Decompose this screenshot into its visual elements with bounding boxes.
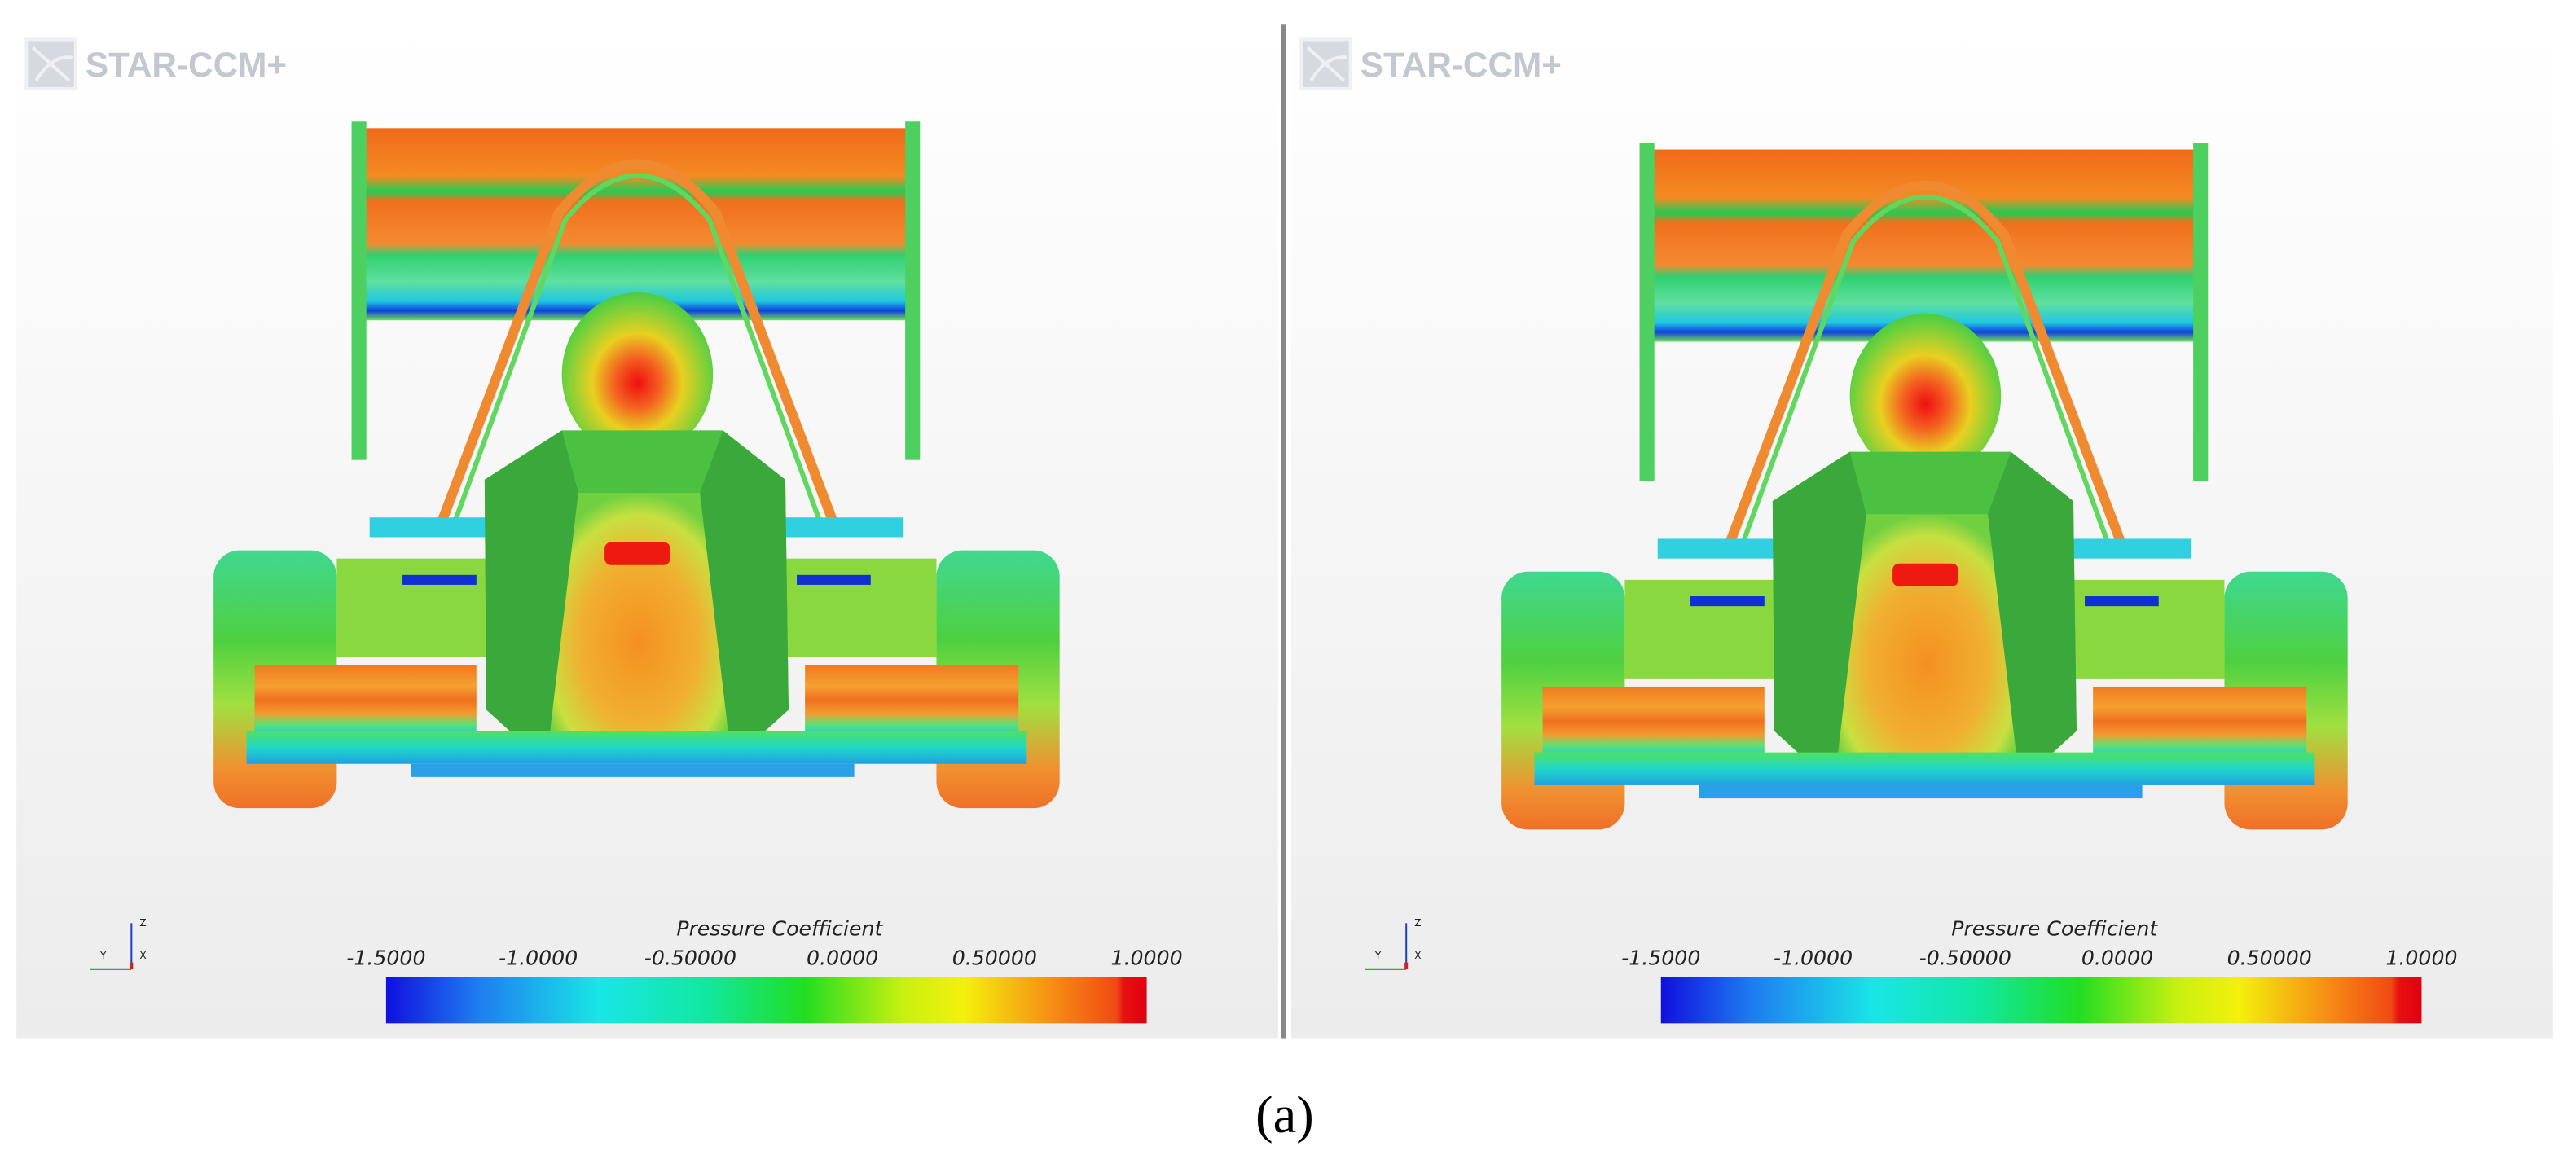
chassis-shade: [700, 430, 789, 743]
vent: [402, 574, 477, 585]
nose-tip: [1892, 563, 1958, 586]
side-pod: [780, 558, 937, 657]
vent: [797, 574, 871, 585]
axis-label: X: [1414, 950, 1421, 961]
side-pod: [336, 558, 493, 657]
wing-endplate: [905, 121, 921, 460]
logo-icon: [1299, 37, 1352, 90]
colorbar-title: Pressure Coefficient: [1951, 916, 2158, 940]
roll-hoop: [1723, 181, 2128, 549]
colorbar-tick-label: -1.5000: [346, 947, 425, 970]
wing-endplate: [1639, 143, 1655, 481]
logo-icon: [24, 37, 77, 90]
rear-wing: [364, 128, 908, 321]
nose-tip: [604, 542, 670, 565]
chassis-shade: [1772, 451, 1866, 764]
car-render: [1501, 143, 2348, 830]
caption: (a): [1255, 1085, 1314, 1144]
helmet: [561, 292, 714, 457]
colorbar-tick-label: 0.0000: [2081, 947, 2153, 970]
divider: [1281, 24, 1286, 1039]
viewport-panel: STAR-CCM+ Z Y X Pressure Coefficient -1.5000 -…: [16, 24, 1278, 1039]
floor: [411, 763, 855, 777]
front-wing: [1542, 686, 1765, 756]
nose-face: [1836, 514, 2018, 764]
colorbar-tick-label: -1.5000: [1621, 947, 1700, 970]
car-render: [213, 121, 1060, 809]
front-wing: [2093, 686, 2307, 756]
colorbar: [1660, 977, 2422, 1024]
wing-endplate: [351, 121, 367, 460]
logo-text: STAR-CCM+: [86, 46, 287, 84]
colorbar-tick-label: 0.0000: [807, 947, 878, 970]
vent: [2085, 596, 2159, 607]
viewport-panel: STAR-CCM+ Z Y X Pressure Coefficient -1.5000 -…: [1291, 24, 2553, 1039]
chassis-shade: [484, 430, 578, 743]
roll-hoop-inner: [451, 173, 824, 527]
front-wing: [805, 665, 1019, 735]
vent: [1690, 596, 1765, 607]
colorbar-title: Pressure Coefficient: [676, 916, 883, 940]
nose-face: [548, 492, 730, 743]
side-pod: [1624, 579, 1781, 679]
colorbar-tick-label: -0.50000: [1919, 947, 2011, 970]
wing-endplate: [2193, 143, 2209, 481]
front-wing: [254, 665, 477, 735]
roll-hoop: [435, 159, 840, 528]
colorbar: [385, 977, 1147, 1024]
axis-label: X: [139, 950, 146, 961]
roll-hoop-inner: [1739, 194, 2112, 548]
colorbar-tick-label: -1.0000: [1774, 947, 1853, 970]
rear-wing: [1652, 149, 2196, 342]
logo-text: STAR-CCM+: [1361, 46, 1562, 84]
colorbar-tick-label: -0.50000: [644, 947, 736, 970]
helmet: [1849, 314, 2002, 478]
side-pod: [2068, 579, 2225, 679]
axis-label: Y: [99, 950, 107, 961]
floor: [1699, 784, 2143, 799]
axis-label: Z: [139, 917, 146, 929]
chassis-shade: [1988, 451, 2077, 764]
colorbar-tick-label: 0.50000: [952, 947, 1037, 970]
wing-plate: [246, 731, 1027, 764]
axis-label: Y: [1374, 950, 1382, 961]
wing-plate: [1534, 752, 2315, 785]
colorbar-tick-label: 1.0000: [1111, 947, 1183, 970]
axis-label: Z: [1414, 917, 1421, 929]
colorbar-tick-label: 0.50000: [2227, 947, 2312, 970]
colorbar-tick-label: 1.0000: [2385, 947, 2457, 970]
colorbar-tick-label: -1.0000: [499, 947, 578, 970]
